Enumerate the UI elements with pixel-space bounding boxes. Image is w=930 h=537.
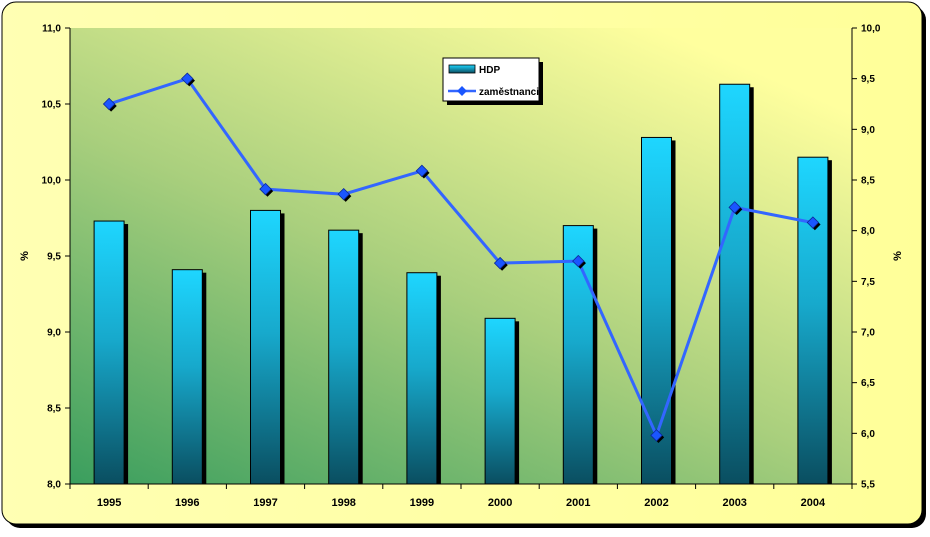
- y-tick-label-right: 9,5: [861, 74, 875, 85]
- line-marker: [650, 429, 663, 442]
- y-tick-label-right: 6,5: [861, 378, 875, 389]
- y-tick-label-right: 8,0: [861, 226, 875, 237]
- x-tick-label: 1999: [410, 497, 434, 509]
- line-marker: [728, 201, 741, 214]
- x-tick-label: 2000: [488, 497, 512, 509]
- x-tick-label: 2002: [644, 497, 668, 509]
- legend-label-hdp: HDP: [479, 65, 500, 76]
- x-tick-label: 2001: [566, 497, 590, 509]
- line-marker: [259, 182, 272, 196]
- y-tick-label-left: 8,5: [47, 404, 61, 415]
- y-tick-label-right: 9,0: [861, 125, 875, 136]
- y-tick-label-left: 8,0: [47, 480, 61, 491]
- line-marker: [181, 72, 194, 85]
- x-tick-label: 2003: [722, 497, 746, 509]
- y-tick-label-right: 6,0: [861, 429, 875, 440]
- y-axis-title-right: %: [892, 251, 904, 261]
- bar: [250, 209, 281, 485]
- bar: [719, 83, 751, 485]
- line-path: [108, 77, 814, 437]
- y-tick-label-left: 11,0: [42, 24, 61, 35]
- bar: [484, 317, 516, 485]
- x-tick-label: 2004: [801, 497, 826, 509]
- x-tick-label: 1995: [97, 497, 121, 509]
- y-tick-label-right: 10,0: [861, 24, 881, 35]
- y-tick-label-left: 9,5: [47, 252, 61, 263]
- line-marker: [493, 256, 507, 270]
- line-marker: [415, 164, 429, 178]
- y-tick-label-right: 7,5: [861, 277, 875, 288]
- y-tick-label-left: 10,0: [42, 176, 62, 187]
- y-tick-label-left: 10,5: [42, 100, 62, 111]
- line-marker: [806, 216, 820, 229]
- legend-label-zamestnanci: zaměstnanci: [479, 87, 539, 98]
- line-marker: [337, 187, 350, 201]
- y-tick-label-left: 9,0: [47, 328, 61, 339]
- bar: [93, 220, 125, 485]
- legend: HDP zaměstnanci: [442, 57, 543, 105]
- axes: 8,0 8,5 9,0 9,5 10,0 10,5 11,0 5,5 6,0 6,5 7,0 7,5 8…: [42, 24, 881, 510]
- line-marker: [572, 254, 585, 268]
- y-tick-label-right: 7,0: [861, 328, 875, 339]
- bar: [171, 269, 203, 485]
- bar: [328, 229, 360, 485]
- bar: [562, 225, 594, 485]
- bar: [641, 136, 672, 485]
- legend-swatch-hdp: [448, 64, 476, 74]
- x-tick-label: 1996: [175, 497, 199, 509]
- x-tick-label: 1998: [331, 497, 355, 509]
- y-tick-label-right: 8,5: [861, 176, 875, 187]
- bar: [406, 272, 438, 485]
- line-marker: [102, 97, 116, 111]
- y-tick-label-right: 5,5: [861, 480, 875, 491]
- bars: [93, 83, 832, 485]
- bar: [797, 156, 829, 485]
- x-tick-label: 1997: [253, 497, 277, 509]
- y-axis-title-left: %: [19, 251, 31, 261]
